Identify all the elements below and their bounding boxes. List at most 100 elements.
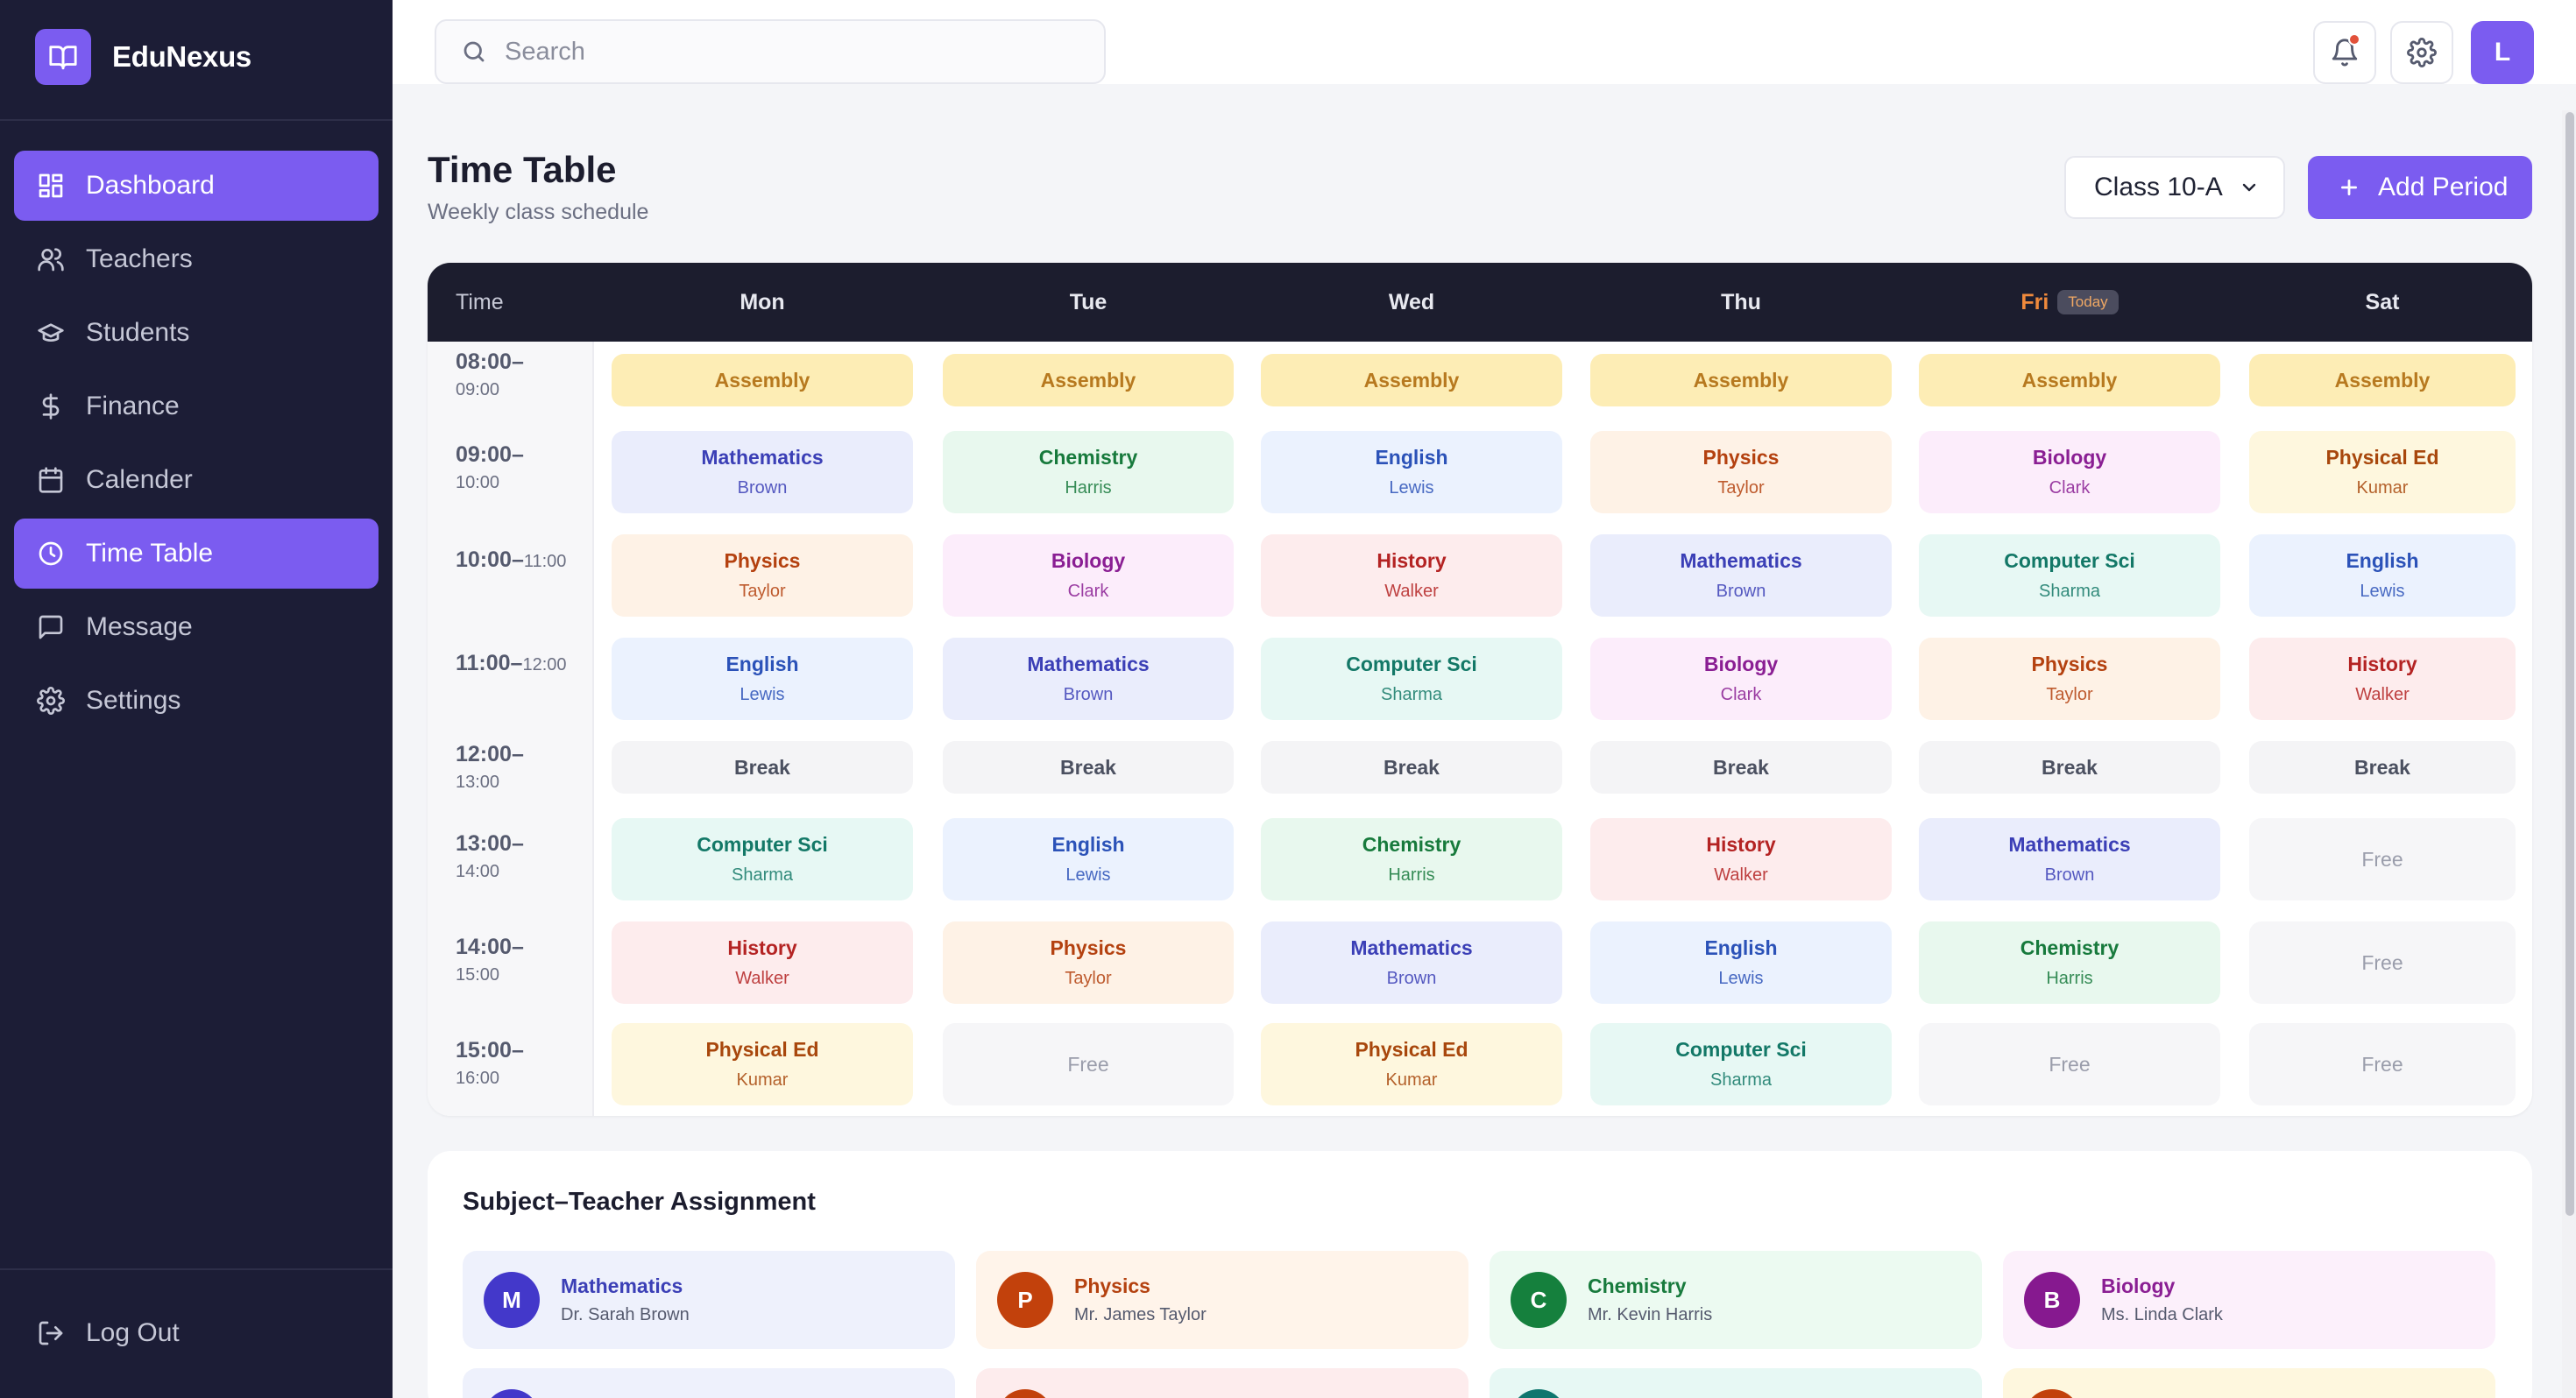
assignment-text: Physics Mr. James Taylor xyxy=(1074,1274,1207,1325)
time-slot-start: 09:00– xyxy=(456,442,524,467)
period-cell[interactable]: History Walker xyxy=(612,921,913,1004)
period-cell[interactable]: Assembly xyxy=(1590,354,1892,406)
period-cell[interactable]: Mathematics Brown xyxy=(612,431,913,513)
period-cell[interactable]: Physical Ed Kumar xyxy=(2249,431,2516,513)
period-cell[interactable]: Break xyxy=(1590,741,1892,794)
period-cell[interactable]: Biology Clark xyxy=(1919,431,2220,513)
period-cell[interactable]: Physical Ed Kumar xyxy=(612,1023,913,1105)
period-cell[interactable]: Assembly xyxy=(612,354,913,406)
assignment-card[interactable]: P Physics Mr. James Taylor xyxy=(976,1251,1468,1349)
assignment-text: Mathematics Dr. Sarah Brown xyxy=(561,1274,690,1325)
notifications-button[interactable] xyxy=(2313,21,2376,84)
scrollbar-thumb[interactable] xyxy=(2565,112,2574,1216)
period-cell[interactable]: History Walker xyxy=(1590,818,1892,900)
period-cell[interactable]: Physics Taylor xyxy=(1919,638,2220,720)
settings-button[interactable] xyxy=(2390,21,2453,84)
day-label: Sat xyxy=(2365,289,2400,314)
period-cell[interactable]: Physics Taylor xyxy=(612,534,913,617)
period-cell[interactable]: Computer Sci Sharma xyxy=(612,818,913,900)
period-cell[interactable]: Assembly xyxy=(1261,354,1562,406)
period-cell[interactable]: Chemistry Harris xyxy=(1261,818,1562,900)
add-period-label: Add Period xyxy=(2378,173,2509,201)
period-subject: Biology xyxy=(1703,653,1779,675)
sidebar-item-teachers[interactable]: Teachers xyxy=(14,224,379,294)
period-cell[interactable]: History Walker xyxy=(1261,534,1562,617)
period-cell[interactable]: Break xyxy=(943,741,1234,794)
period-cell[interactable]: Biology Clark xyxy=(1590,638,1892,720)
period-cell[interactable]: Chemistry Harris xyxy=(1919,921,2220,1004)
sidebar-nav: Dashboard Teachers Students Finance Cale… xyxy=(14,151,379,739)
period-subject: Chemistry xyxy=(1362,833,1461,856)
sidebar-item-time-table[interactable]: Time Table xyxy=(14,519,379,589)
period-subject: History xyxy=(1706,833,1776,856)
period-cell[interactable]: Mathematics Brown xyxy=(1261,921,1562,1004)
period-cell[interactable]: Break xyxy=(1919,741,2220,794)
period-cell[interactable]: Break xyxy=(1261,741,1562,794)
period-cell[interactable]: Free xyxy=(1919,1023,2220,1105)
time-slot-start: 12:00– xyxy=(456,742,524,766)
assignment-text: Chemistry Mr. Kevin Harris xyxy=(1588,1274,1712,1325)
assignment-card[interactable]: M Mathematics Dr. Sarah Brown xyxy=(463,1251,955,1349)
period-subject: Physical Ed xyxy=(2325,446,2439,469)
search-box[interactable] xyxy=(435,19,1106,84)
period-teacher: Walker xyxy=(1384,582,1439,601)
period-cell[interactable]: English Lewis xyxy=(1261,431,1562,513)
period-cell[interactable]: Free xyxy=(943,1023,1234,1105)
day-header-sat: Sat xyxy=(2242,263,2523,342)
period-subject: Break xyxy=(1060,755,1116,779)
period-cell[interactable]: Computer Sci Sharma xyxy=(1261,638,1562,720)
sidebar-item-dashboard[interactable]: Dashboard xyxy=(14,151,379,221)
sidebar-item-calender[interactable]: Calender xyxy=(14,445,379,515)
period-subject: Free xyxy=(2049,1052,2091,1076)
assignment-card[interactable] xyxy=(976,1368,1468,1398)
period-cell[interactable]: Physics Taylor xyxy=(943,921,1234,1004)
search-input[interactable] xyxy=(505,37,1065,67)
sidebar-item-students[interactable]: Students xyxy=(14,298,379,368)
period-cell[interactable]: English Lewis xyxy=(1590,921,1892,1004)
assignment-card[interactable] xyxy=(2003,1368,2495,1398)
period-cell[interactable]: Free xyxy=(2249,1023,2516,1105)
class-select[interactable]: Class 10-A xyxy=(2064,156,2285,219)
sidebar-item-finance[interactable]: Finance xyxy=(14,371,379,441)
period-cell[interactable]: Free xyxy=(2249,818,2516,900)
day-header-mon: Mon xyxy=(622,263,902,342)
period-teacher: Lewis xyxy=(2360,582,2405,601)
period-subject: Physics xyxy=(2031,653,2108,675)
brand[interactable]: EduNexus xyxy=(35,28,251,86)
period-cell[interactable]: English Lewis xyxy=(612,638,913,720)
users-icon xyxy=(37,245,65,273)
avatar[interactable]: L xyxy=(2471,21,2534,84)
period-cell[interactable]: Assembly xyxy=(943,354,1234,406)
assignment-card[interactable] xyxy=(1490,1368,1982,1398)
period-cell[interactable]: Biology Clark xyxy=(943,534,1234,617)
period-cell[interactable]: Break xyxy=(2249,741,2516,794)
period-cell[interactable]: Physics Taylor xyxy=(1590,431,1892,513)
assignment-card[interactable] xyxy=(463,1368,955,1398)
period-cell[interactable]: Computer Sci Sharma xyxy=(1590,1023,1892,1105)
logout-button[interactable]: Log Out xyxy=(14,1298,379,1368)
period-cell[interactable]: English Lewis xyxy=(2249,534,2516,617)
period-subject: Break xyxy=(734,755,790,779)
subject-initial: M xyxy=(484,1272,540,1328)
period-cell[interactable]: Mathematics Brown xyxy=(943,638,1234,720)
add-period-button[interactable]: Add Period xyxy=(2308,156,2532,219)
period-cell[interactable]: Assembly xyxy=(1919,354,2220,406)
period-subject: Assembly xyxy=(1040,368,1136,392)
sidebar-item-message[interactable]: Message xyxy=(14,592,379,662)
period-cell[interactable]: Break xyxy=(612,741,913,794)
chevron-down-icon xyxy=(2242,183,2255,192)
period-cell[interactable]: Mathematics Brown xyxy=(1919,818,2220,900)
period-cell[interactable]: English Lewis xyxy=(943,818,1234,900)
sidebar-item-settings[interactable]: Settings xyxy=(14,666,379,736)
period-cell[interactable]: Assembly xyxy=(2249,354,2516,406)
period-cell[interactable]: Physical Ed Kumar xyxy=(1261,1023,1562,1105)
assignment-card[interactable]: B Biology Ms. Linda Clark xyxy=(2003,1251,2495,1349)
period-cell[interactable]: History Walker xyxy=(2249,638,2516,720)
day-label: Wed xyxy=(1388,289,1435,314)
period-cell[interactable]: Mathematics Brown xyxy=(1590,534,1892,617)
period-teacher: Clark xyxy=(2049,478,2091,498)
period-cell[interactable]: Free xyxy=(2249,921,2516,1004)
assignment-card[interactable]: C Chemistry Mr. Kevin Harris xyxy=(1490,1251,1982,1349)
period-cell[interactable]: Chemistry Harris xyxy=(943,431,1234,513)
period-cell[interactable]: Computer Sci Sharma xyxy=(1919,534,2220,617)
